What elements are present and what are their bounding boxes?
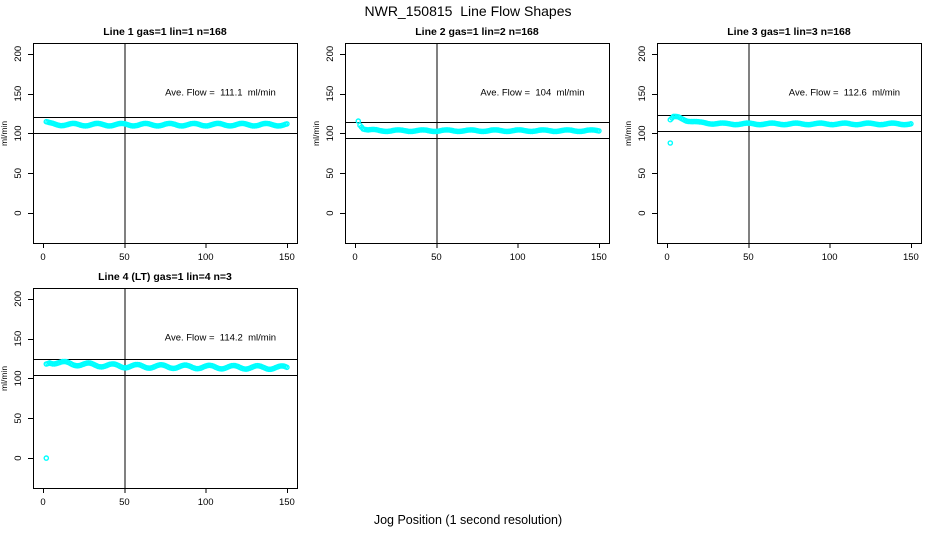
y-axis-unit-label: ml/min	[0, 366, 9, 391]
panel-1: 0 50 100 150 0 50 100 150 200 ml/min	[0, 43, 298, 263]
y-tick-label: 100	[13, 371, 24, 387]
y-tick-label: 50	[13, 168, 24, 179]
panel-3-ave-flow-annotation: Ave. Flow = 112.6 ml/min	[788, 87, 901, 99]
x-tick-label: 0	[40, 252, 45, 263]
y-axis-unit-label: ml/min	[623, 121, 633, 146]
y-tick-label: 150	[13, 86, 24, 102]
outlier-point	[667, 140, 674, 146]
panel-4-ave-flow-annotation: Ave. Flow = 114.2 ml/min	[164, 332, 277, 344]
panel-axes	[28, 43, 298, 248]
panel-1-ave-flow-annotation: Ave. Flow = 111.1 ml/min	[165, 87, 276, 99]
x-tick-label: 150	[279, 497, 295, 508]
panel-axes	[340, 43, 610, 248]
x-tick-label: 100	[198, 252, 214, 263]
x-tick-label: 0	[352, 252, 357, 263]
x-tick-label: 50	[119, 497, 130, 508]
panel-3-title: Line 3 gas=1 lin=3 n=168	[727, 26, 851, 38]
x-tick-label: 50	[431, 252, 442, 263]
y-tick-label: 200	[637, 46, 648, 62]
y-tick-label: 150	[637, 86, 648, 102]
panel-4: 0 50 100 150 0 50 100 150 200 ml/min	[0, 288, 298, 508]
y-tick-label: 50	[637, 168, 648, 179]
y-tick-label: 0	[13, 455, 24, 460]
y-tick-label: 50	[13, 413, 24, 424]
x-tick-label: 50	[119, 252, 130, 263]
y-axis-unit-label: ml/min	[311, 121, 321, 146]
panel-2-ave-flow-annotation: Ave. Flow = 104 ml/min	[480, 87, 585, 99]
panel-2-title: Line 2 gas=1 lin=2 n=168	[415, 26, 539, 38]
scatter-points	[43, 118, 290, 129]
x-tick-label: 150	[279, 252, 295, 263]
x-tick-label: 0	[40, 497, 45, 508]
y-tick-label: 150	[325, 86, 336, 102]
y-tick-label: 100	[637, 126, 648, 142]
x-tick-label: 0	[664, 252, 669, 263]
figure-title: NWR_150815 Line Flow Shapes	[364, 3, 572, 19]
x-tick-label: 100	[822, 252, 838, 263]
y-tick-label: 0	[325, 210, 336, 215]
y-tick-label: 150	[13, 331, 24, 347]
x-tick-label: 100	[198, 497, 214, 508]
y-tick-label: 0	[13, 210, 24, 215]
panel-2: 0 50 100 150 0 50 100 150 200 ml/min	[311, 43, 610, 263]
y-tick-label: 200	[13, 291, 24, 307]
y-tick-label: 0	[637, 210, 648, 215]
scatter-points	[43, 358, 290, 461]
scatter-points	[667, 113, 914, 146]
x-tick-label: 150	[591, 252, 607, 263]
y-axis-unit-label: ml/min	[0, 121, 9, 146]
outlier-point	[43, 455, 50, 461]
panel-axes	[652, 43, 922, 248]
y-tick-label: 200	[325, 46, 336, 62]
panel-3: 0 50 100 150 0 50 100 150 200 ml/min	[623, 43, 922, 263]
panel-axes	[28, 288, 298, 493]
y-tick-label: 100	[325, 126, 336, 142]
y-tick-label: 200	[13, 46, 24, 62]
x-tick-label: 100	[510, 252, 526, 263]
x-tick-label: 50	[743, 252, 754, 263]
y-tick-label: 100	[13, 126, 24, 142]
y-tick-label: 50	[325, 168, 336, 179]
scatter-points	[355, 118, 602, 135]
panel-1-title: Line 1 gas=1 lin=1 n=168	[103, 26, 227, 38]
panel-4-title: Line 4 (LT) gas=1 lin=4 n=3	[98, 271, 232, 283]
x-tick-label: 150	[903, 252, 919, 263]
x-axis-title: Jog Position (1 second resolution)	[373, 513, 563, 527]
